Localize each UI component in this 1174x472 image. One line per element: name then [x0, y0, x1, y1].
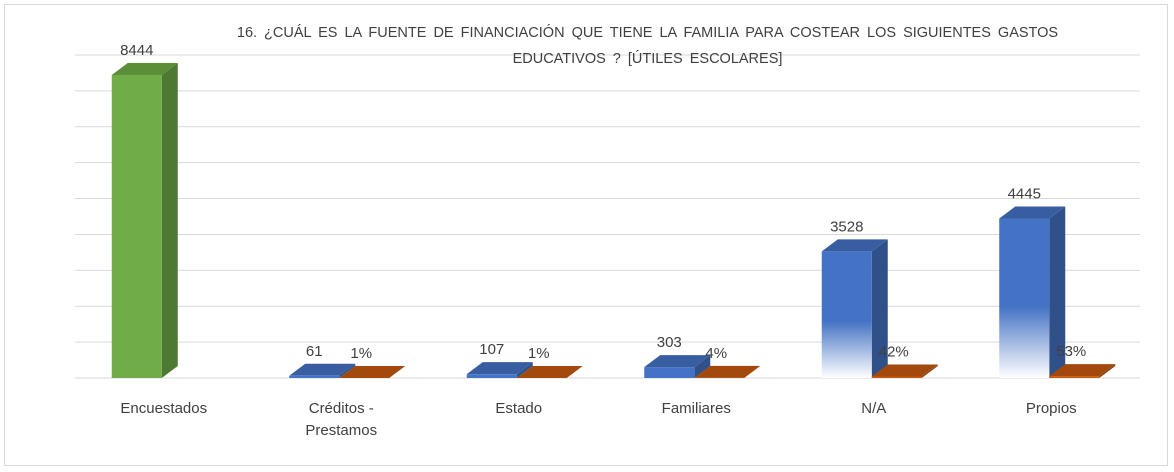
bar [644, 355, 711, 378]
bar-front [821, 251, 872, 378]
bar [821, 239, 888, 378]
x-tick-label: Créditos - Prestamos [305, 400, 378, 439]
bar-side [694, 355, 711, 378]
bar [516, 365, 583, 378]
x-tick-label: N/A [861, 400, 887, 417]
bar-front [644, 367, 695, 378]
bar-side [871, 239, 888, 378]
bar-top [644, 355, 711, 368]
bar-front [466, 374, 517, 378]
data-label: 53% [1056, 343, 1086, 360]
x-tick-label: Propios [1025, 400, 1077, 417]
bar-side [389, 365, 406, 378]
bar-top [289, 363, 356, 376]
data-label: 4% [705, 345, 727, 362]
bar-side [516, 362, 533, 378]
bar-side [921, 364, 938, 378]
bar-side [161, 62, 178, 378]
bar [289, 363, 356, 378]
bar-side [1049, 206, 1066, 378]
bar [999, 206, 1066, 378]
data-label: 8444 [120, 42, 153, 59]
bar-top [821, 239, 888, 252]
data-label: 61 [306, 343, 323, 360]
bar-top [516, 365, 583, 378]
chart-title: 16. ¿CUÁL ES LA FUENTE DE FINANCIACIÓN Q… [236, 25, 1059, 67]
bar-top [694, 365, 761, 378]
bar [111, 62, 178, 378]
x-tick-label: Estado [495, 400, 543, 417]
bar-side [1099, 364, 1116, 378]
bar-top [999, 206, 1066, 219]
bar-top [111, 62, 178, 75]
bar [694, 365, 761, 378]
data-label: 303 [657, 334, 682, 351]
bar-front [999, 218, 1050, 378]
bar-top [339, 365, 406, 378]
bar [466, 362, 533, 378]
x-tick-label: Familiares [661, 400, 731, 417]
bar-front [111, 74, 162, 378]
bar-top [871, 364, 938, 377]
bar [339, 365, 406, 378]
bar-side [744, 365, 761, 378]
bar [1049, 364, 1116, 378]
chart-frame [4, 4, 1168, 466]
data-label: 1% [350, 345, 372, 362]
bar-side [566, 365, 583, 378]
bar-top [1049, 364, 1116, 377]
data-label: 107 [479, 341, 504, 358]
bar [871, 364, 938, 378]
x-tick-label: Encuestados [120, 400, 208, 417]
bar-top [466, 362, 533, 375]
data-label: 4445 [1008, 185, 1041, 202]
data-label: 3528 [830, 218, 863, 235]
bar-front [1049, 376, 1100, 378]
bar-front [871, 376, 922, 378]
data-label: 42% [879, 343, 909, 360]
data-label: 1% [528, 345, 550, 362]
bar-front [289, 375, 340, 378]
bar-side [339, 363, 356, 378]
